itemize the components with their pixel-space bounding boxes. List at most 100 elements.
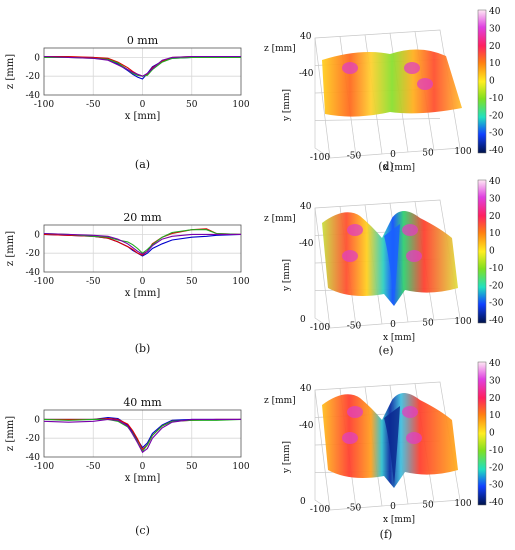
x-tick-label: -100 [34, 277, 54, 287]
colorbar-tick-label: 40 [489, 177, 501, 187]
x-tick-label: -100 [34, 462, 54, 472]
colorbar-tick-label: -30 [489, 299, 504, 309]
series-line-2 [43, 229, 242, 254]
x-tick-label: 50 [422, 149, 434, 159]
y-tick-label: 0 [34, 53, 40, 63]
colorbar-tick-label: 0 [489, 429, 495, 439]
y-tick-label: -40 [299, 421, 314, 431]
surface-peak [342, 250, 358, 262]
colorbar [477, 9, 487, 154]
plot-frame [43, 224, 242, 273]
series-line-3 [43, 55, 241, 77]
surface-peak [347, 406, 363, 418]
y-axis-label: y [mm] [282, 259, 292, 292]
colorbar-tick-label: 20 [489, 212, 501, 222]
y-axis-label: y [mm] [282, 89, 292, 122]
x-tick-label: -50 [347, 152, 362, 162]
panel-caption: (b) [135, 342, 151, 355]
x-tick-label: -50 [347, 504, 362, 514]
colorbar-tick-label: 0 [489, 247, 495, 257]
panel-caption: (f) [380, 528, 393, 541]
profile-chart-0: 0 mm 0 -20 -40-100 -50 0 50 100 x [mm] z [mm] (a) [5, 34, 250, 171]
series-line-3 [43, 418, 241, 454]
colorbar [477, 179, 487, 324]
colorbar-tick-label: -10 [489, 446, 504, 456]
x-tick-label: 0 [140, 277, 146, 287]
colorbar [477, 361, 487, 506]
z-axis-label: z [mm] [264, 44, 296, 54]
x-axis-label: x [mm] [383, 163, 415, 173]
x-axis-label: x [mm] [125, 473, 161, 484]
chart-title: 20 mm [123, 211, 162, 224]
x-axis-label: x [mm] [383, 333, 415, 343]
colorbar-tick-label: -40 [489, 498, 504, 508]
surface-trench [384, 406, 400, 486]
y-tick-label: -40 [26, 91, 41, 101]
x-tick-label: 100 [454, 317, 471, 327]
colorbar-tick-label: -10 [489, 94, 504, 104]
y-tick-label: -20 [26, 249, 41, 259]
plot-frame [43, 47, 242, 96]
y-tick-label: 0 [34, 230, 40, 240]
x-axis-label: x [mm] [383, 515, 415, 525]
x-tick-label: -100 [310, 505, 330, 515]
y-tick-label: -20 [26, 72, 41, 82]
colorbar-tick-label: 10 [489, 229, 501, 239]
x-tick-label: 0 [390, 502, 396, 512]
y-tick-label: -40 [26, 268, 41, 278]
y-tick-label: -40 [299, 239, 314, 249]
panel-caption: (c) [135, 524, 150, 537]
surface-trench [384, 224, 400, 304]
profile-chart-1: 20 mm 0 -20 -40-100 -50 0 50 100 x [mm] z [mm] (b) [5, 211, 250, 355]
surface-peak [342, 62, 358, 74]
panel-caption: (d) [378, 160, 394, 173]
colorbar-tick-label: 10 [489, 59, 501, 69]
surface-peak [406, 250, 422, 262]
surface-peak [404, 62, 420, 74]
z-axis-label: z [mm] [264, 214, 296, 224]
colorbar-tick-label: -20 [489, 111, 504, 121]
x-tick-label: 0 [140, 100, 146, 110]
x-tick-label: 100 [454, 147, 471, 157]
x-axis-label: x [mm] [125, 288, 161, 299]
colorbar-tick-label: -40 [489, 146, 504, 156]
y-tick-label: -40 [26, 453, 41, 463]
colorbar-tick-label: 30 [489, 376, 501, 386]
x-axis-label: x [mm] [125, 111, 161, 122]
x-tick-label: 50 [186, 100, 198, 110]
x-tick-label: 0 [140, 462, 146, 472]
plot-frame [43, 409, 242, 458]
x-tick-label: -50 [86, 277, 101, 287]
x-tick-label: 100 [232, 462, 249, 472]
colorbar-tick-label: 20 [489, 394, 501, 404]
surface-peak [347, 224, 363, 236]
z-axis-label: z [mm] [264, 396, 296, 406]
y-axis-label: y [mm] [282, 441, 292, 474]
surface-peak [342, 432, 358, 444]
x-tick-label: 50 [186, 277, 198, 287]
colorbar-tick-label: 0 [489, 77, 495, 87]
x-tick-label: -100 [34, 100, 54, 110]
surface-peak [406, 432, 422, 444]
colorbar-tick-label: 40 [489, 359, 501, 369]
colorbar-tick-label: 30 [489, 194, 501, 204]
y-tick-label: -40 [299, 69, 314, 79]
x-tick-label: 100 [232, 100, 249, 110]
z-tick-label: 40 [300, 202, 312, 212]
y-axis-label: z [mm] [5, 231, 16, 266]
x-tick-label: -100 [310, 323, 330, 333]
colorbar-tick-label: -20 [489, 281, 504, 291]
x-tick-label: -50 [347, 322, 362, 332]
x-tick-label: 50 [186, 462, 198, 472]
surface-peak [402, 224, 418, 236]
x-tick-label: -100 [310, 153, 330, 163]
colorbar-tick-label: 40 [489, 7, 501, 17]
colorbar-tick-label: -30 [489, 129, 504, 139]
x-tick-label: 50 [422, 501, 434, 511]
chart-title: 0 mm [127, 34, 159, 47]
y-tick-label-zero: 0 [300, 315, 306, 325]
